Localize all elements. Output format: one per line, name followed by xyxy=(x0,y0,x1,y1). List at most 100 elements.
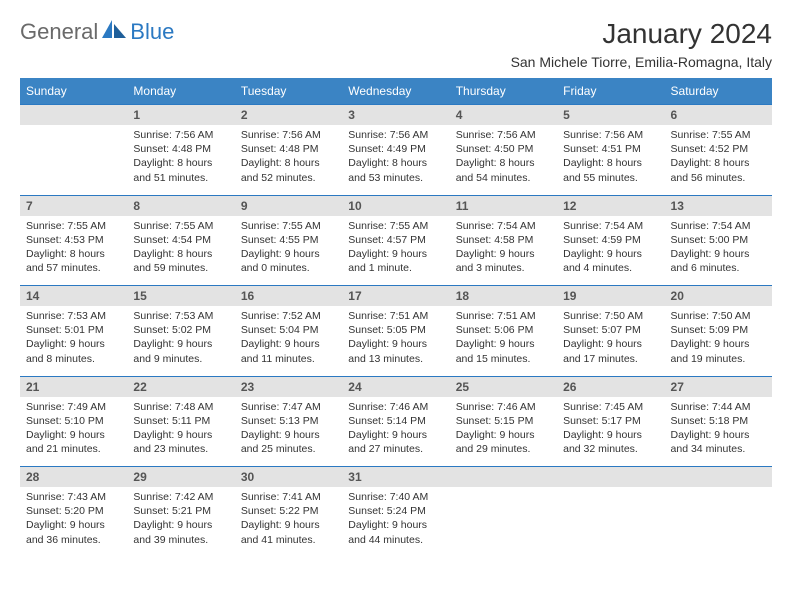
day-line: Daylight: 9 hours xyxy=(26,518,121,532)
day-line: Sunset: 4:53 PM xyxy=(26,233,121,247)
day-line: and 13 minutes. xyxy=(348,352,443,366)
day-line: Sunrise: 7:50 AM xyxy=(563,309,658,323)
day-detail-cell: Sunrise: 7:54 AMSunset: 5:00 PMDaylight:… xyxy=(665,216,772,286)
day-detail-cell: Sunrise: 7:55 AMSunset: 4:57 PMDaylight:… xyxy=(342,216,449,286)
day-detail-cell: Sunrise: 7:56 AMSunset: 4:48 PMDaylight:… xyxy=(235,125,342,195)
weekday-header: Thursday xyxy=(450,78,557,105)
day-line: and 19 minutes. xyxy=(671,352,766,366)
day-detail-cell: Sunrise: 7:56 AMSunset: 4:50 PMDaylight:… xyxy=(450,125,557,195)
day-line: and 9 minutes. xyxy=(133,352,228,366)
day-line: Daylight: 9 hours xyxy=(348,247,443,261)
day-detail-cell: Sunrise: 7:54 AMSunset: 4:58 PMDaylight:… xyxy=(450,216,557,286)
daynum-row: 14151617181920 xyxy=(20,286,772,307)
day-detail-cell: Sunrise: 7:56 AMSunset: 4:49 PMDaylight:… xyxy=(342,125,449,195)
day-line: Sunset: 5:11 PM xyxy=(133,414,228,428)
day-detail-cell xyxy=(665,487,772,557)
day-line: and 54 minutes. xyxy=(456,171,551,185)
day-line: Sunset: 5:06 PM xyxy=(456,323,551,337)
day-line: Sunset: 4:58 PM xyxy=(456,233,551,247)
weekday-header: Sunday xyxy=(20,78,127,105)
logo-text-general: General xyxy=(20,19,98,45)
day-line: Daylight: 8 hours xyxy=(348,156,443,170)
day-line: Sunrise: 7:55 AM xyxy=(133,219,228,233)
day-line: Daylight: 8 hours xyxy=(456,156,551,170)
day-number-cell: 21 xyxy=(20,376,127,397)
day-line: Daylight: 9 hours xyxy=(241,428,336,442)
day-line: Sunset: 4:55 PM xyxy=(241,233,336,247)
day-line: Daylight: 9 hours xyxy=(348,337,443,351)
day-number-cell: 20 xyxy=(665,286,772,307)
day-line: Sunset: 4:50 PM xyxy=(456,142,551,156)
day-detail-cell xyxy=(557,487,664,557)
day-line: and 44 minutes. xyxy=(348,533,443,547)
day-line: and 1 minute. xyxy=(348,261,443,275)
weekday-header-row: SundayMondayTuesdayWednesdayThursdayFrid… xyxy=(20,78,772,105)
day-line: Sunset: 4:48 PM xyxy=(133,142,228,156)
day-detail-cell: Sunrise: 7:43 AMSunset: 5:20 PMDaylight:… xyxy=(20,487,127,557)
day-line: Daylight: 9 hours xyxy=(671,247,766,261)
day-line: Sunrise: 7:54 AM xyxy=(563,219,658,233)
day-line: Daylight: 8 hours xyxy=(563,156,658,170)
day-line: Sunset: 5:20 PM xyxy=(26,504,121,518)
month-title: January 2024 xyxy=(511,18,772,50)
day-line: Sunset: 4:57 PM xyxy=(348,233,443,247)
day-line: Sunrise: 7:56 AM xyxy=(133,128,228,142)
day-line: Daylight: 9 hours xyxy=(241,518,336,532)
day-number-cell: 31 xyxy=(342,467,449,488)
day-detail-cell: Sunrise: 7:48 AMSunset: 5:11 PMDaylight:… xyxy=(127,397,234,467)
day-detail-cell: Sunrise: 7:44 AMSunset: 5:18 PMDaylight:… xyxy=(665,397,772,467)
day-line: Sunrise: 7:55 AM xyxy=(26,219,121,233)
day-detail-cell: Sunrise: 7:55 AMSunset: 4:54 PMDaylight:… xyxy=(127,216,234,286)
day-line: Daylight: 9 hours xyxy=(456,428,551,442)
day-number-cell: 30 xyxy=(235,467,342,488)
day-line: Daylight: 9 hours xyxy=(348,428,443,442)
day-line: Sunset: 5:18 PM xyxy=(671,414,766,428)
day-line: Sunrise: 7:56 AM xyxy=(456,128,551,142)
day-line: and 3 minutes. xyxy=(456,261,551,275)
day-line: and 0 minutes. xyxy=(241,261,336,275)
day-number-cell: 25 xyxy=(450,376,557,397)
day-line: Sunset: 4:49 PM xyxy=(348,142,443,156)
day-line: Sunset: 5:02 PM xyxy=(133,323,228,337)
day-detail-cell: Sunrise: 7:49 AMSunset: 5:10 PMDaylight:… xyxy=(20,397,127,467)
day-line: Sunrise: 7:53 AM xyxy=(26,309,121,323)
day-line: and 51 minutes. xyxy=(133,171,228,185)
daynum-row: 78910111213 xyxy=(20,195,772,216)
day-number-cell: 4 xyxy=(450,105,557,126)
day-detail-cell: Sunrise: 7:54 AMSunset: 4:59 PMDaylight:… xyxy=(557,216,664,286)
detail-row: Sunrise: 7:43 AMSunset: 5:20 PMDaylight:… xyxy=(20,487,772,557)
day-line: Daylight: 9 hours xyxy=(26,337,121,351)
day-line: and 17 minutes. xyxy=(563,352,658,366)
day-line: Daylight: 9 hours xyxy=(671,428,766,442)
day-line: Sunset: 5:07 PM xyxy=(563,323,658,337)
day-number-cell: 22 xyxy=(127,376,234,397)
day-line: Daylight: 8 hours xyxy=(133,156,228,170)
day-number-cell: 23 xyxy=(235,376,342,397)
day-line: Sunrise: 7:41 AM xyxy=(241,490,336,504)
day-number-cell: 24 xyxy=(342,376,449,397)
day-detail-cell xyxy=(20,125,127,195)
day-line: Daylight: 9 hours xyxy=(456,247,551,261)
day-line: Sunrise: 7:45 AM xyxy=(563,400,658,414)
day-number-cell: 5 xyxy=(557,105,664,126)
day-line: Sunrise: 7:51 AM xyxy=(348,309,443,323)
day-number-cell: 19 xyxy=(557,286,664,307)
day-line: Sunrise: 7:43 AM xyxy=(26,490,121,504)
detail-row: Sunrise: 7:56 AMSunset: 4:48 PMDaylight:… xyxy=(20,125,772,195)
day-number-cell: 13 xyxy=(665,195,772,216)
day-number-cell xyxy=(665,467,772,488)
day-detail-cell: Sunrise: 7:55 AMSunset: 4:53 PMDaylight:… xyxy=(20,216,127,286)
day-number-cell: 2 xyxy=(235,105,342,126)
day-line: Sunrise: 7:56 AM xyxy=(563,128,658,142)
daynum-row: 21222324252627 xyxy=(20,376,772,397)
day-line: Sunrise: 7:54 AM xyxy=(671,219,766,233)
day-detail-cell: Sunrise: 7:56 AMSunset: 4:48 PMDaylight:… xyxy=(127,125,234,195)
day-line: Daylight: 9 hours xyxy=(241,337,336,351)
day-line: Sunrise: 7:42 AM xyxy=(133,490,228,504)
day-line: Sunset: 4:52 PM xyxy=(671,142,766,156)
day-number-cell: 14 xyxy=(20,286,127,307)
day-number-cell xyxy=(20,105,127,126)
day-line: and 34 minutes. xyxy=(671,442,766,456)
day-line: Sunset: 5:21 PM xyxy=(133,504,228,518)
day-line: Sunset: 5:09 PM xyxy=(671,323,766,337)
